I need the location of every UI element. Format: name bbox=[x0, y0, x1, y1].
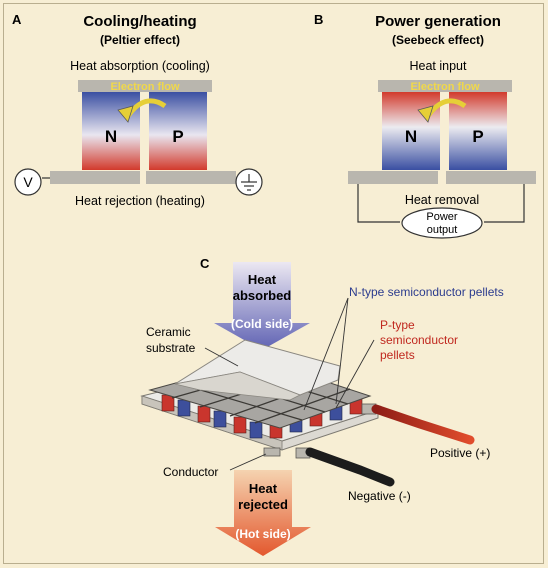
panel-a-left-plate bbox=[50, 171, 140, 184]
panel-b: B Power generation (Seebeck effect) Heat… bbox=[314, 12, 536, 239]
voltage-source-icon bbox=[14, 168, 42, 196]
panel-a-arrowhead bbox=[117, 105, 134, 123]
panel-a-subtitle: (Peltier effect) bbox=[100, 33, 180, 47]
power-output-line1: Power bbox=[426, 211, 458, 223]
n-pellet bbox=[249, 421, 263, 439]
ceramic-label-line1: Ceramic bbox=[146, 325, 191, 339]
panel-b-p-label: P bbox=[472, 127, 483, 146]
p-pellets-label-line1: P-type bbox=[380, 318, 415, 332]
conductor-leader bbox=[229, 453, 267, 471]
panel-b-electron-flow: Electron flow bbox=[410, 81, 480, 93]
ceramic-label-line2: substrate bbox=[146, 341, 196, 355]
cold-side-label: (Cold side) bbox=[231, 317, 293, 331]
panel-a-letter: A bbox=[12, 12, 22, 27]
panel-b-arrowhead bbox=[417, 105, 434, 123]
panel-a-top-label: Heat absorption (cooling) bbox=[70, 59, 210, 73]
panel-b-top-plate bbox=[378, 80, 512, 92]
n-pellet-leader bbox=[303, 297, 349, 411]
panel-c: C Heat absorbed (Cold side) bbox=[140, 256, 504, 556]
n-pellet bbox=[213, 410, 227, 428]
heat-absorbed-line2: absorbed bbox=[233, 288, 292, 303]
n-pellet bbox=[177, 399, 191, 417]
positive-wire bbox=[371, 404, 475, 445]
conductor-pad bbox=[263, 447, 281, 457]
panel-a-n-label: N bbox=[105, 127, 117, 146]
panel-a: A Cooling/heating (Peltier effect) Heat … bbox=[12, 12, 263, 208]
panel-b-title: Power generation bbox=[375, 13, 501, 30]
positive-label: Positive (+) bbox=[430, 446, 490, 460]
panel-b-subtitle: (Seebeck effect) bbox=[392, 33, 484, 47]
p-pellets-label-line3: pellets bbox=[380, 348, 415, 362]
panel-b-left-wire bbox=[357, 184, 400, 223]
ceramic-leader bbox=[204, 347, 239, 367]
negative-label: Negative (-) bbox=[348, 489, 411, 503]
panel-c-letter: C bbox=[200, 256, 210, 271]
cold-side-arrow bbox=[214, 262, 310, 350]
panel-a-p-label: P bbox=[172, 127, 183, 146]
figure-border bbox=[3, 3, 544, 564]
panel-b-letter: B bbox=[314, 12, 323, 27]
p-pellets-label-line2: semiconductor bbox=[380, 333, 458, 347]
panel-b-right-wire bbox=[484, 184, 525, 223]
p-pellet bbox=[233, 416, 247, 434]
n-pellets-label: N-type semiconductor pellets bbox=[349, 285, 504, 299]
panel-b-top-label: Heat input bbox=[410, 59, 468, 73]
panel-a-bottom-label: Heat rejection (heating) bbox=[75, 194, 205, 208]
panel-b-n-pellet bbox=[382, 92, 440, 170]
panel-a-electron-flow: Electron flow bbox=[110, 81, 180, 93]
panel-a-top-plate bbox=[78, 80, 212, 92]
heat-rejected-line1: Heat bbox=[249, 481, 278, 496]
panel-a-right-plate bbox=[146, 171, 236, 184]
p-pellet-leader bbox=[335, 339, 375, 409]
p-pellet bbox=[197, 405, 211, 423]
panel-a-n-pellet bbox=[82, 92, 140, 170]
hot-side-arrow bbox=[215, 470, 311, 556]
power-output-line2: output bbox=[427, 224, 458, 236]
panel-a-title: Cooling/heating bbox=[83, 13, 196, 30]
panel-b-left-plate bbox=[348, 171, 438, 184]
thermoelectric-module bbox=[140, 339, 380, 459]
panel-b-n-label: N bbox=[405, 127, 417, 146]
panel-b-right-plate bbox=[446, 171, 536, 184]
heat-rejected-line2: rejected bbox=[238, 497, 288, 512]
hot-side-label: (Hot side) bbox=[235, 527, 290, 541]
heat-absorbed-line1: Heat bbox=[248, 272, 277, 287]
power-output-box bbox=[401, 207, 483, 239]
conductor-label: Conductor bbox=[163, 465, 218, 479]
panel-b-bottom-label: Heat removal bbox=[405, 193, 479, 207]
ground-icon bbox=[235, 168, 263, 196]
panel-a-voltage-label: V bbox=[23, 174, 33, 190]
negative-wire bbox=[305, 447, 395, 487]
